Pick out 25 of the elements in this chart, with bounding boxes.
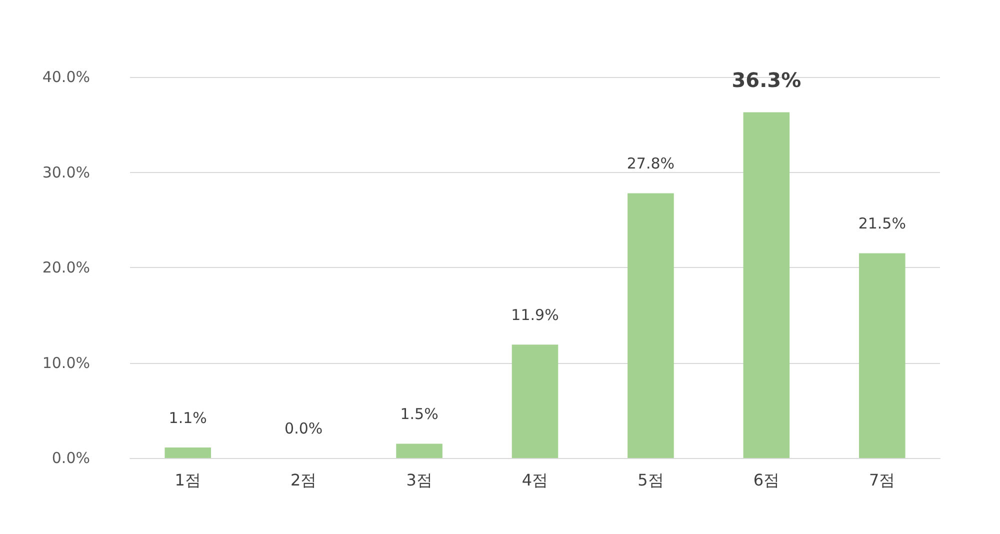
data-label: 1.1% — [168, 409, 207, 428]
x-tick-label: 2점 — [290, 470, 317, 490]
data-label: 21.5% — [858, 214, 906, 233]
data-label: 11.9% — [511, 306, 559, 324]
data-label: 27.8% — [626, 154, 675, 173]
bar — [512, 344, 558, 458]
bar — [859, 253, 906, 458]
x-tick-label: 1점 — [174, 470, 201, 490]
data-label: 36.3% — [732, 68, 802, 92]
y-tick-label: 20.0% — [42, 258, 90, 276]
bar — [164, 448, 211, 458]
y-tick-label: 10.0% — [42, 354, 90, 372]
x-tick-label: 3점 — [406, 470, 432, 490]
bar — [396, 444, 442, 458]
bar — [628, 193, 674, 458]
x-tick-label: 7점 — [869, 470, 896, 490]
y-tick-label: 40.0% — [42, 68, 90, 86]
data-label: 1.5% — [400, 405, 438, 424]
y-tick-label: 30.0% — [42, 163, 90, 182]
bar — [743, 112, 790, 458]
y-tick-label: 0.0% — [52, 449, 90, 467]
x-tick-label: 6점 — [753, 470, 780, 490]
x-tick-label: 4점 — [522, 470, 548, 490]
x-tick-label: 5점 — [638, 470, 664, 490]
data-label: 0.0% — [284, 420, 323, 438]
